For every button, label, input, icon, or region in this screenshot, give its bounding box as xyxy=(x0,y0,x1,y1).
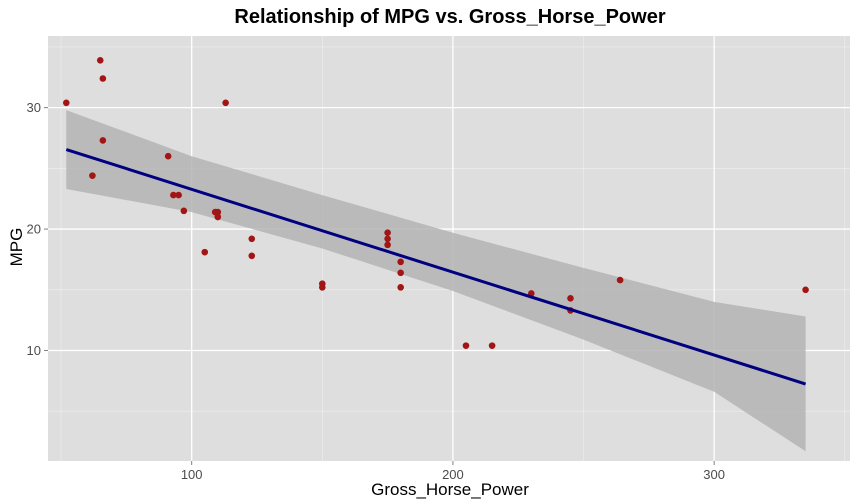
data-point xyxy=(99,75,107,82)
data-point xyxy=(384,241,391,249)
chart-title: Relationship of MPG vs. Gross_Horse_Powe… xyxy=(234,6,665,28)
data-point xyxy=(462,342,470,349)
data-point xyxy=(164,152,172,160)
y-tick-label: 10 xyxy=(27,343,41,358)
data-point xyxy=(567,294,574,302)
data-point xyxy=(214,213,222,221)
data-point xyxy=(222,99,229,107)
y-tick-label: 20 xyxy=(27,222,41,237)
data-point xyxy=(62,99,70,107)
data-point xyxy=(170,191,177,199)
data-point xyxy=(248,252,256,260)
x-tick-label: 200 xyxy=(442,467,464,482)
y-axis-label: MPG xyxy=(7,228,26,267)
axis-ticks: 100 200 300 10 20 30 xyxy=(27,100,725,482)
data-point xyxy=(89,172,96,179)
data-point xyxy=(384,229,391,237)
data-point xyxy=(99,137,107,144)
y-tick-label: 30 xyxy=(27,100,41,115)
data-point xyxy=(175,191,182,199)
data-point xyxy=(397,269,404,277)
data-point xyxy=(201,248,209,256)
regression-line xyxy=(65,148,807,386)
data-point xyxy=(180,207,188,215)
minor-gridlines xyxy=(48,36,850,461)
confidence-band xyxy=(66,110,806,452)
data-points xyxy=(62,56,809,349)
x-axis-label: Gross_Horse_Power xyxy=(371,480,529,499)
data-point xyxy=(96,56,104,64)
data-point xyxy=(248,235,256,243)
data-point xyxy=(214,208,222,216)
data-point xyxy=(397,258,404,266)
x-tick-label: 100 xyxy=(181,467,203,482)
data-point xyxy=(616,276,624,284)
data-point xyxy=(384,235,391,243)
data-point xyxy=(397,284,404,291)
x-tick-label: 300 xyxy=(703,467,725,482)
data-point xyxy=(318,284,326,291)
data-point xyxy=(802,286,809,294)
data-point xyxy=(488,342,496,349)
